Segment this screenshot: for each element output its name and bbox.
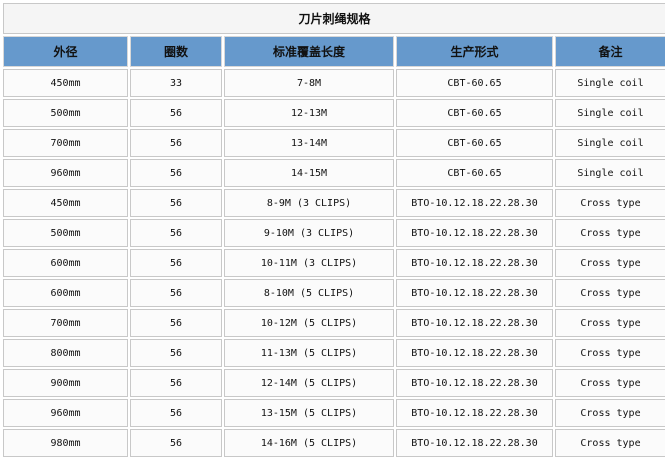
cell-loops: 56 — [130, 189, 222, 217]
cell-outer-diameter: 980mm — [3, 429, 128, 457]
cell-loops: 33 — [130, 69, 222, 97]
table-title: 刀片刺绳规格 — [3, 3, 665, 34]
cell-coverage-length: 12-14M (5 CLIPS) — [224, 369, 394, 397]
cell-coverage-length: 7-8M — [224, 69, 394, 97]
cell-remarks: Cross type — [555, 399, 665, 427]
table-row: 450mm 33 7-8M CBT-60.65 Single coil — [3, 69, 665, 97]
cell-production-type: BTO-10.12.18.22.28.30 — [396, 279, 553, 307]
cell-remarks: Cross type — [555, 369, 665, 397]
cell-coverage-length: 13-15M (5 CLIPS) — [224, 399, 394, 427]
header-production-type: 生产形式 — [396, 36, 553, 67]
cell-remarks: Single coil — [555, 159, 665, 187]
cell-remarks: Cross type — [555, 219, 665, 247]
cell-outer-diameter: 960mm — [3, 399, 128, 427]
table-row: 450mm 56 8-9M (3 CLIPS) BTO-10.12.18.22.28.… — [3, 189, 665, 217]
cell-remarks: Cross type — [555, 429, 665, 457]
cell-production-type: BTO-10.12.18.22.28.30 — [396, 189, 553, 217]
table-row: 700mm 56 10-12M (5 CLIPS) BTO-10.12.18.22.2… — [3, 309, 665, 337]
cell-production-type: CBT-60.65 — [396, 69, 553, 97]
cell-remarks: Cross type — [555, 279, 665, 307]
header-outer-diameter: 外径 — [3, 36, 128, 67]
header-coverage-length: 标准覆盖长度 — [224, 36, 394, 67]
cell-loops: 56 — [130, 279, 222, 307]
cell-coverage-length: 13-14M — [224, 129, 394, 157]
header-remarks: 备注 — [555, 36, 665, 67]
cell-loops: 56 — [130, 339, 222, 367]
table-row: 500mm 56 12-13M CBT-60.65 Single coil — [3, 99, 665, 127]
cell-loops: 56 — [130, 249, 222, 277]
cell-outer-diameter: 900mm — [3, 369, 128, 397]
table-row: 960mm 56 14-15M CBT-60.65 Single coil — [3, 159, 665, 187]
table-row: 600mm 56 10-11M (3 CLIPS) BTO-10.12.18.22.2… — [3, 249, 665, 277]
header-row: 外径 圈数 标准覆盖长度 生产形式 备注 — [3, 36, 665, 67]
cell-outer-diameter: 500mm — [3, 219, 128, 247]
title-row: 刀片刺绳规格 — [3, 3, 665, 34]
cell-production-type: BTO-10.12.18.22.28.30 — [396, 369, 553, 397]
table-row: 980mm 56 14-16M (5 CLIPS) BTO-10.12.18.22.2… — [3, 429, 665, 457]
cell-coverage-length: 9-10M (3 CLIPS) — [224, 219, 394, 247]
table-row: 800mm 56 11-13M (5 CLIPS) BTO-10.12.18.22.2… — [3, 339, 665, 367]
cell-outer-diameter: 600mm — [3, 249, 128, 277]
cell-remarks: Single coil — [555, 129, 665, 157]
cell-coverage-length: 11-13M (5 CLIPS) — [224, 339, 394, 367]
cell-remarks: Cross type — [555, 309, 665, 337]
table-row: 600mm 56 8-10M (5 CLIPS) BTO-10.12.18.22.28… — [3, 279, 665, 307]
cell-loops: 56 — [130, 99, 222, 127]
cell-production-type: BTO-10.12.18.22.28.30 — [396, 309, 553, 337]
cell-coverage-length: 10-12M (5 CLIPS) — [224, 309, 394, 337]
cell-coverage-length: 10-11M (3 CLIPS) — [224, 249, 394, 277]
cell-production-type: BTO-10.12.18.22.28.30 — [396, 249, 553, 277]
cell-coverage-length: 14-15M — [224, 159, 394, 187]
cell-outer-diameter: 450mm — [3, 69, 128, 97]
cell-production-type: BTO-10.12.18.22.28.30 — [396, 339, 553, 367]
cell-outer-diameter: 960mm — [3, 159, 128, 187]
cell-production-type: CBT-60.65 — [396, 99, 553, 127]
cell-outer-diameter: 600mm — [3, 279, 128, 307]
cell-production-type: BTO-10.12.18.22.28.30 — [396, 399, 553, 427]
cell-outer-diameter: 450mm — [3, 189, 128, 217]
cell-remarks: Single coil — [555, 69, 665, 97]
cell-coverage-length: 14-16M (5 CLIPS) — [224, 429, 394, 457]
cell-loops: 56 — [130, 129, 222, 157]
cell-coverage-length: 8-9M (3 CLIPS) — [224, 189, 394, 217]
cell-remarks: Cross type — [555, 249, 665, 277]
cell-outer-diameter: 700mm — [3, 129, 128, 157]
table-row: 960mm 56 13-15M (5 CLIPS) BTO-10.12.18.22.2… — [3, 399, 665, 427]
cell-coverage-length: 8-10M (5 CLIPS) — [224, 279, 394, 307]
cell-outer-diameter: 500mm — [3, 99, 128, 127]
cell-loops: 56 — [130, 159, 222, 187]
cell-remarks: Cross type — [555, 189, 665, 217]
cell-loops: 56 — [130, 309, 222, 337]
cell-coverage-length: 12-13M — [224, 99, 394, 127]
cell-outer-diameter: 700mm — [3, 309, 128, 337]
cell-remarks: Cross type — [555, 339, 665, 367]
cell-loops: 56 — [130, 219, 222, 247]
cell-remarks: Single coil — [555, 99, 665, 127]
cell-production-type: CBT-60.65 — [396, 159, 553, 187]
cell-production-type: CBT-60.65 — [396, 129, 553, 157]
table-row: 500mm 56 9-10M (3 CLIPS) BTO-10.12.18.22.28… — [3, 219, 665, 247]
header-loops: 圈数 — [130, 36, 222, 67]
cell-loops: 56 — [130, 429, 222, 457]
cell-loops: 56 — [130, 399, 222, 427]
cell-production-type: BTO-10.12.18.22.28.30 — [396, 219, 553, 247]
cell-outer-diameter: 800mm — [3, 339, 128, 367]
table-row: 900mm 56 12-14M (5 CLIPS) BTO-10.12.18.22.2… — [3, 369, 665, 397]
table-row: 700mm 56 13-14M CBT-60.65 Single coil — [3, 129, 665, 157]
cell-production-type: BTO-10.12.18.22.28.30 — [396, 429, 553, 457]
cell-loops: 56 — [130, 369, 222, 397]
